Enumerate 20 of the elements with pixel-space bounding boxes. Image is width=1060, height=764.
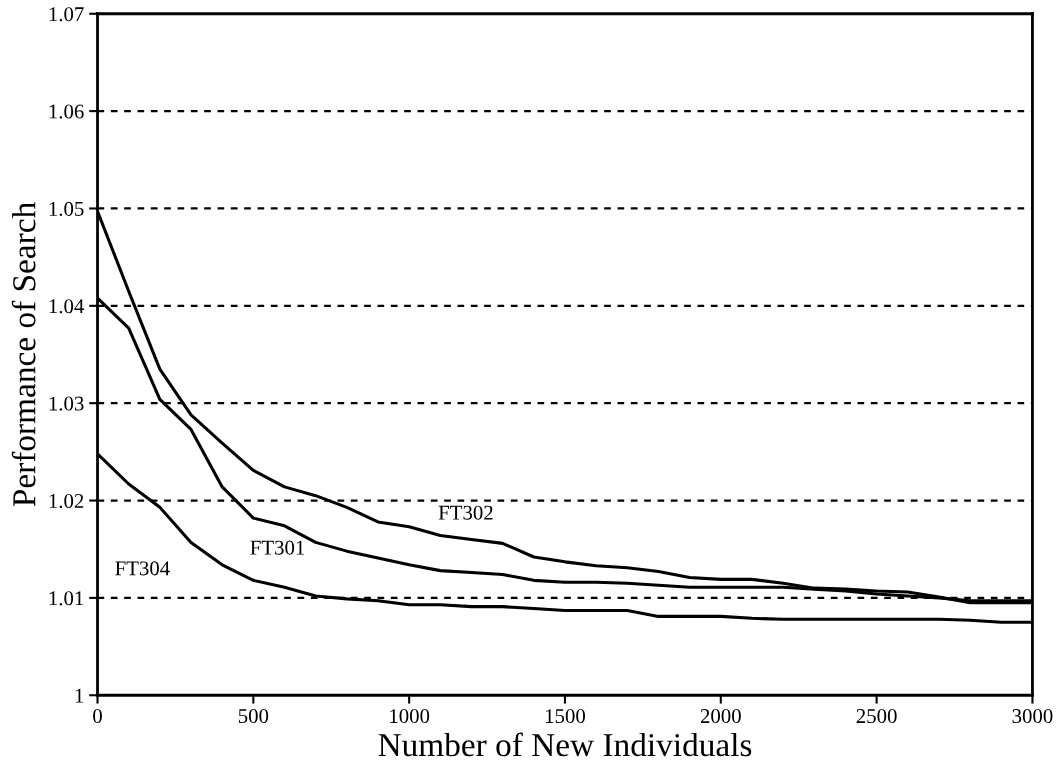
series-label: FT302: [438, 505, 493, 520]
x-tick-label: 500: [238, 709, 269, 724]
y-tick-label: 1.05: [49, 201, 84, 216]
y-tick-label: 1.02: [49, 493, 84, 509]
y-axis-title: Performance of Search: [11, 202, 36, 507]
y-tick-label: 1.03: [49, 396, 84, 411]
x-tick-label: 3000: [1012, 709, 1053, 724]
y-tick-label: 1.06: [49, 104, 84, 119]
series-label: FT301: [250, 540, 305, 555]
x-tick-label: 1000: [390, 709, 430, 724]
y-tick-label: 1.01: [49, 591, 84, 606]
y-tick-label: 1.07: [49, 7, 84, 22]
x-tick-label: 2500: [856, 709, 897, 724]
x-tick-label: 0: [93, 709, 102, 724]
y-tick-label: 1.04: [49, 299, 84, 314]
x-axis-title: Number of New Individuals: [378, 732, 752, 757]
series-label: FT304: [115, 561, 170, 576]
x-tick-label: 2000: [700, 709, 741, 724]
y-tick-label: 1: [75, 688, 84, 703]
x-tick-label: 1500: [545, 709, 586, 724]
